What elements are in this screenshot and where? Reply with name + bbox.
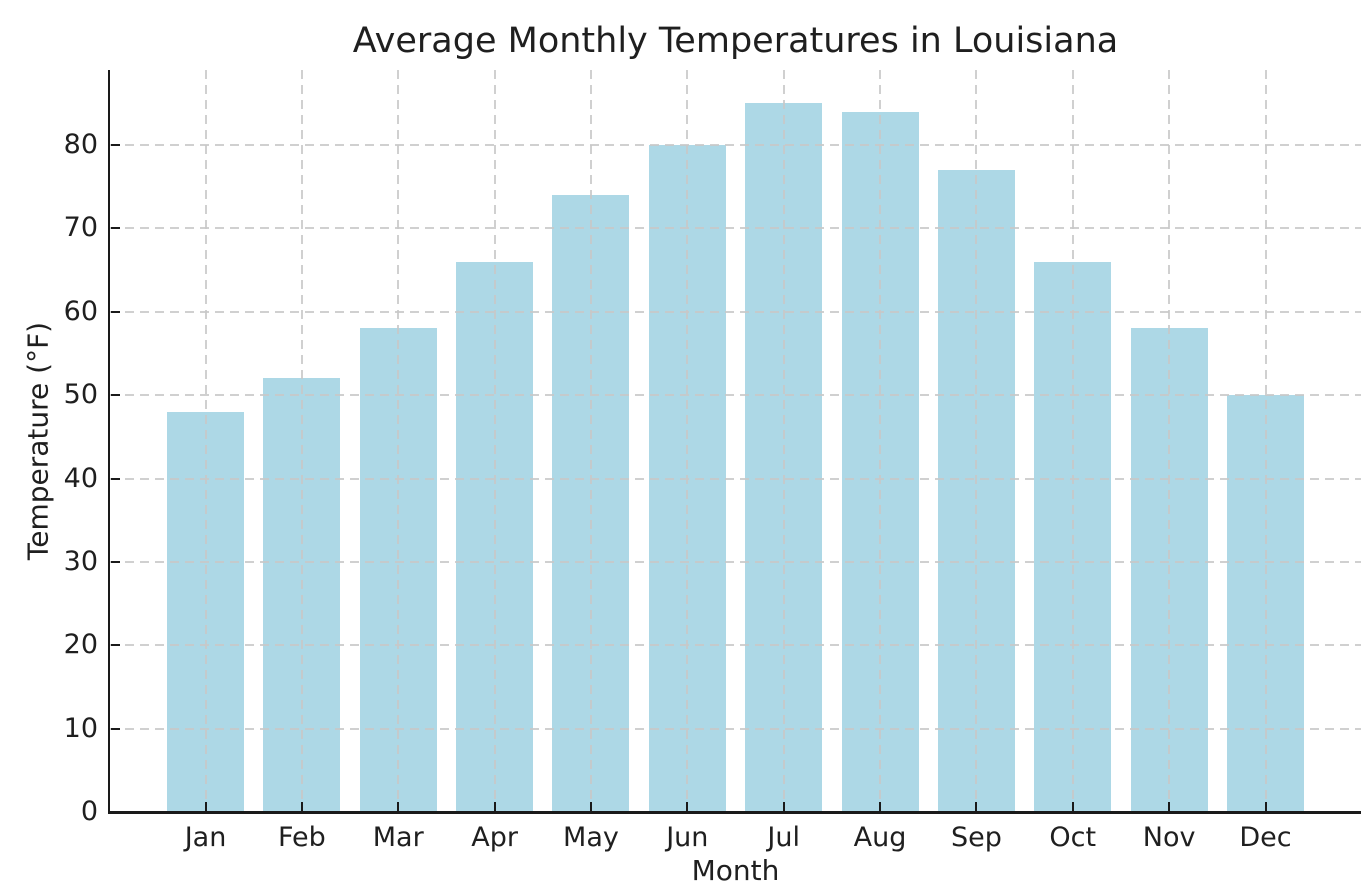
chart-title: Average Monthly Temperatures in Louisian… <box>352 21 1119 61</box>
grid-layer <box>110 70 1361 812</box>
h-gridline <box>110 560 1361 563</box>
v-gridline <box>879 70 882 812</box>
x-tick-mark <box>204 802 207 811</box>
x-tick-mark <box>1071 802 1074 811</box>
x-tick-label: Feb <box>277 822 326 853</box>
h-gridline <box>110 477 1361 480</box>
x-tick-mark <box>493 802 496 811</box>
x-tick-label: Mar <box>372 822 424 853</box>
x-tick-mark <box>686 802 689 811</box>
h-gridline <box>110 394 1361 397</box>
x-tick-label: Sep <box>950 822 1002 853</box>
y-tick-label: 70 <box>63 212 98 244</box>
v-gridline <box>1071 70 1074 812</box>
x-tick-label: Jun <box>666 822 709 853</box>
y-tick-mark <box>111 644 120 647</box>
x-axis-label: Month <box>691 854 780 887</box>
y-tick-mark <box>111 477 120 480</box>
h-gridline <box>110 310 1361 313</box>
x-tick-label: Jul <box>767 822 800 853</box>
x-tick-mark <box>782 802 785 811</box>
y-tick-mark <box>111 727 120 730</box>
x-tick-mark <box>1168 802 1171 811</box>
x-tick-mark <box>589 802 592 811</box>
x-tick-label: Jan <box>184 822 227 853</box>
v-gridline <box>975 70 978 812</box>
v-gridline <box>782 70 785 812</box>
v-gridline <box>493 70 496 812</box>
y-tick-label: 40 <box>63 462 98 494</box>
y-tick-label: 10 <box>63 712 98 744</box>
y-tick-mark <box>111 227 120 230</box>
y-axis-label: Temperature (°F) <box>21 321 55 561</box>
x-tick-mark <box>300 802 303 811</box>
x-tick-mark <box>975 802 978 811</box>
v-gridline <box>686 70 689 812</box>
x-tick-mark <box>397 802 400 811</box>
x-tick-label: May <box>563 822 619 853</box>
v-gridline <box>300 70 303 812</box>
x-tick-label: Nov <box>1142 822 1196 853</box>
x-tick-mark <box>879 802 882 811</box>
plot-area <box>110 70 1361 813</box>
x-tick-label: Apr <box>471 822 518 853</box>
x-tick-mark <box>1264 802 1267 811</box>
x-axis-spine <box>108 811 1361 814</box>
y-tick-label: 50 <box>63 379 98 411</box>
y-tick-mark <box>111 310 120 313</box>
x-tick-label: Oct <box>1049 822 1097 853</box>
y-tick-mark <box>111 394 120 397</box>
y-tick-label: 60 <box>63 295 98 327</box>
y-tick-label: 20 <box>63 629 98 661</box>
y-tick-mark <box>111 144 120 147</box>
x-tick-label: Dec <box>1239 822 1292 853</box>
h-gridline <box>110 144 1361 147</box>
v-gridline <box>1168 70 1171 812</box>
y-tick-mark <box>111 560 120 563</box>
v-gridline <box>204 70 207 812</box>
h-gridline <box>110 227 1361 230</box>
y-axis-spine <box>108 70 110 814</box>
v-gridline <box>589 70 592 812</box>
y-tick-label: 80 <box>63 129 98 161</box>
h-gridline <box>110 727 1361 730</box>
y-tick-label: 30 <box>63 545 98 577</box>
v-gridline <box>397 70 400 812</box>
v-gridline <box>1264 70 1267 812</box>
h-gridline <box>110 644 1361 647</box>
x-tick-label: Aug <box>853 822 907 853</box>
y-tick-label: 0 <box>80 796 98 827</box>
